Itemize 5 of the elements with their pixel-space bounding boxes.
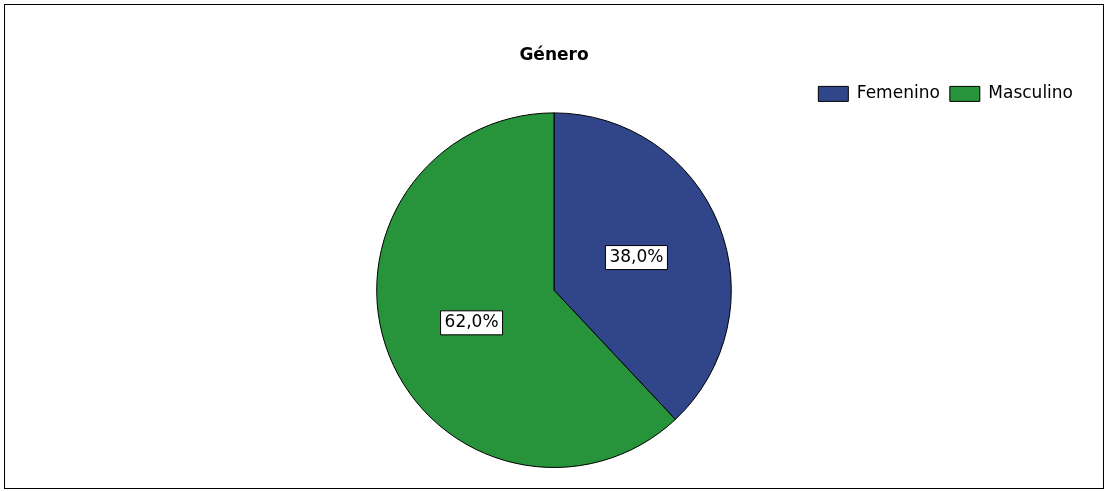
legend-label: Masculino [988, 82, 1073, 103]
data-label: 38,0% [609, 245, 664, 266]
data-label: 62,0% [444, 311, 499, 332]
legend-label: Femenino [856, 82, 940, 103]
chart-title: Género [519, 43, 589, 64]
